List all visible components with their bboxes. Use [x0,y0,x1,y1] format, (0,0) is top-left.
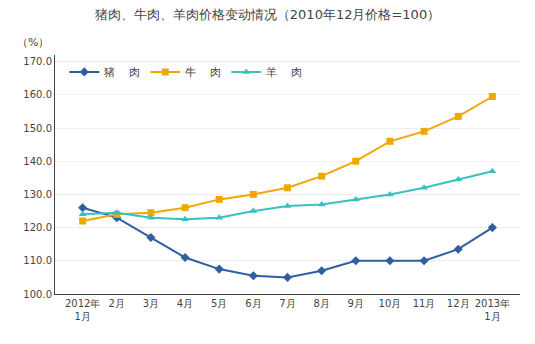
svg-text:7月: 7月 [279,298,295,309]
svg-text:2012年1月: 2012年1月 [65,298,100,322]
svg-text:8月: 8月 [313,298,329,309]
svg-text:4月: 4月 [177,298,193,309]
svg-text:100.0: 100.0 [23,289,52,300]
svg-text:牛 肉: 牛 肉 [185,66,221,79]
svg-text:6月: 6月 [245,298,261,309]
svg-text:160.0: 160.0 [23,89,52,100]
svg-text:2013年1月: 2013年1月 [475,298,510,322]
svg-text:3月: 3月 [143,298,159,309]
svg-text:猪肉、牛肉、羊肉价格变动情况（2010年12月价格=100）: 猪肉、牛肉、羊肉价格变动情况（2010年12月价格=100） [95,7,440,22]
svg-text:120.0: 120.0 [23,222,52,233]
svg-text:羊 肉: 羊 肉 [266,66,302,79]
svg-text:11月: 11月 [413,298,436,309]
svg-text:170.0: 170.0 [23,56,52,67]
svg-text:12月: 12月 [447,298,470,309]
svg-text:140.0: 140.0 [23,156,52,167]
svg-text:110.0: 110.0 [23,255,52,266]
svg-text:9月: 9月 [348,298,364,309]
svg-text:150.0: 150.0 [23,123,52,134]
svg-text:（%）: （%） [17,36,49,49]
svg-text:5月: 5月 [211,298,227,309]
svg-text:猪 肉: 猪 肉 [104,66,140,79]
svg-text:130.0: 130.0 [23,189,52,200]
svg-text:2月: 2月 [109,298,125,309]
svg-text:10月: 10月 [379,298,402,309]
